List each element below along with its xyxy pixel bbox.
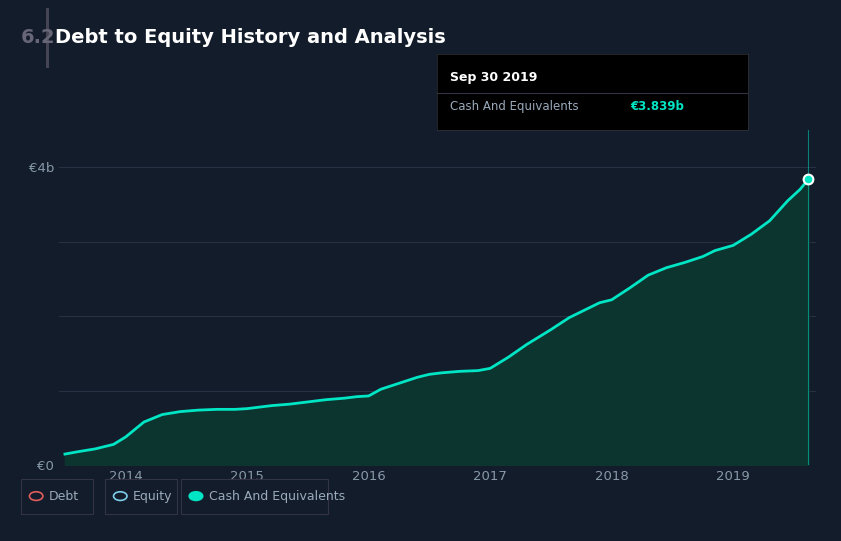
Text: Cash And Equivalents: Cash And Equivalents	[209, 490, 345, 503]
Text: Cash And Equivalents: Cash And Equivalents	[450, 100, 579, 113]
Text: Equity: Equity	[133, 490, 172, 503]
Text: Debt to Equity History and Analysis: Debt to Equity History and Analysis	[55, 28, 446, 48]
Text: Sep 30 2019: Sep 30 2019	[450, 71, 537, 84]
Text: 6.2: 6.2	[21, 28, 56, 48]
Text: Debt: Debt	[49, 490, 79, 503]
Text: €3.839b: €3.839b	[630, 100, 684, 113]
